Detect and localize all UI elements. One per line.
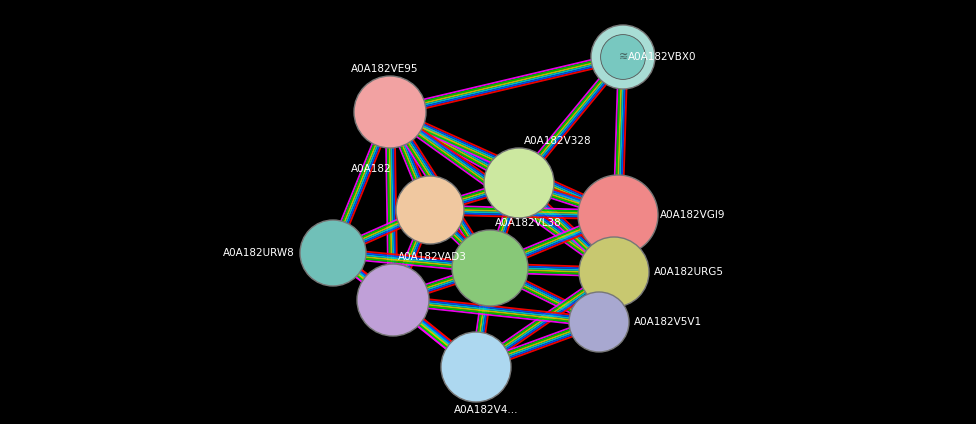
Circle shape — [396, 176, 464, 244]
Text: A0A182VGI9: A0A182VGI9 — [660, 210, 725, 220]
Circle shape — [484, 148, 554, 218]
Circle shape — [354, 76, 426, 148]
Circle shape — [591, 25, 655, 89]
Text: A0A182VE95: A0A182VE95 — [351, 64, 419, 74]
Text: A0A182URG5: A0A182URG5 — [654, 267, 724, 277]
Text: ≋: ≋ — [619, 52, 628, 62]
Circle shape — [600, 35, 645, 79]
Text: A0A182V5V1: A0A182V5V1 — [634, 317, 702, 327]
Text: A0A182VAD3: A0A182VAD3 — [398, 252, 467, 262]
Text: A0A182: A0A182 — [351, 164, 392, 174]
Text: A0A182VBX0: A0A182VBX0 — [628, 52, 697, 62]
Text: A0A182V328: A0A182V328 — [524, 136, 591, 146]
Circle shape — [578, 175, 658, 255]
Circle shape — [357, 264, 429, 336]
Circle shape — [441, 332, 511, 402]
Circle shape — [300, 220, 366, 286]
Circle shape — [569, 292, 629, 352]
Circle shape — [579, 237, 649, 307]
Text: A0A182VL38: A0A182VL38 — [495, 218, 562, 228]
Text: A0A182V4...: A0A182V4... — [454, 405, 518, 415]
Text: A0A182URW8: A0A182URW8 — [224, 248, 295, 258]
Circle shape — [452, 230, 528, 306]
